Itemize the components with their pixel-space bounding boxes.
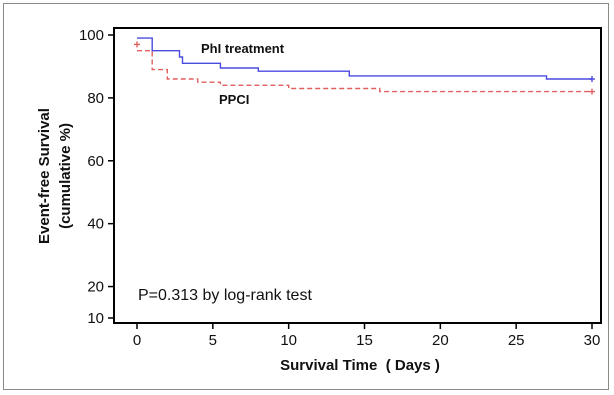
- y-tick-label: 60: [87, 153, 104, 170]
- p-value-annotation: P=0.313 by log-rank test: [138, 287, 312, 304]
- x-axis-label: Survival Time ( Days ): [280, 357, 440, 374]
- figure-frame: [3, 3, 609, 390]
- plot-area: 0 5 10 15 20 25 30 10 20 40 60 80 100: [79, 27, 602, 349]
- x-tick-label: 30: [584, 332, 601, 349]
- x-tick-label: 0: [133, 332, 141, 349]
- x-tick-label: 20: [432, 332, 449, 349]
- x-tick-label: 15: [356, 332, 373, 349]
- series-line-phi-treatment: [137, 37, 592, 80]
- x-tick-label: 5: [209, 332, 217, 349]
- series-line-ppci: [137, 50, 592, 93]
- y-tick-label: 40: [87, 216, 104, 233]
- y-tick-label: 20: [87, 279, 104, 296]
- y-axis-label-line1: Event-free Survival: [36, 108, 53, 244]
- series-label-phi-treatment: PhI treatment: [201, 41, 285, 56]
- x-tick-label: 25: [508, 332, 525, 349]
- y-tick-label: 100: [79, 27, 104, 44]
- series-label-ppci: PPCI: [219, 92, 249, 107]
- y-tick-label: 10: [87, 310, 104, 327]
- plot-border: [113, 27, 602, 324]
- y-axis-label-line2: (cumulative %): [57, 123, 74, 229]
- x-tick-label: 10: [280, 332, 297, 349]
- y-tick-label: 80: [87, 90, 104, 107]
